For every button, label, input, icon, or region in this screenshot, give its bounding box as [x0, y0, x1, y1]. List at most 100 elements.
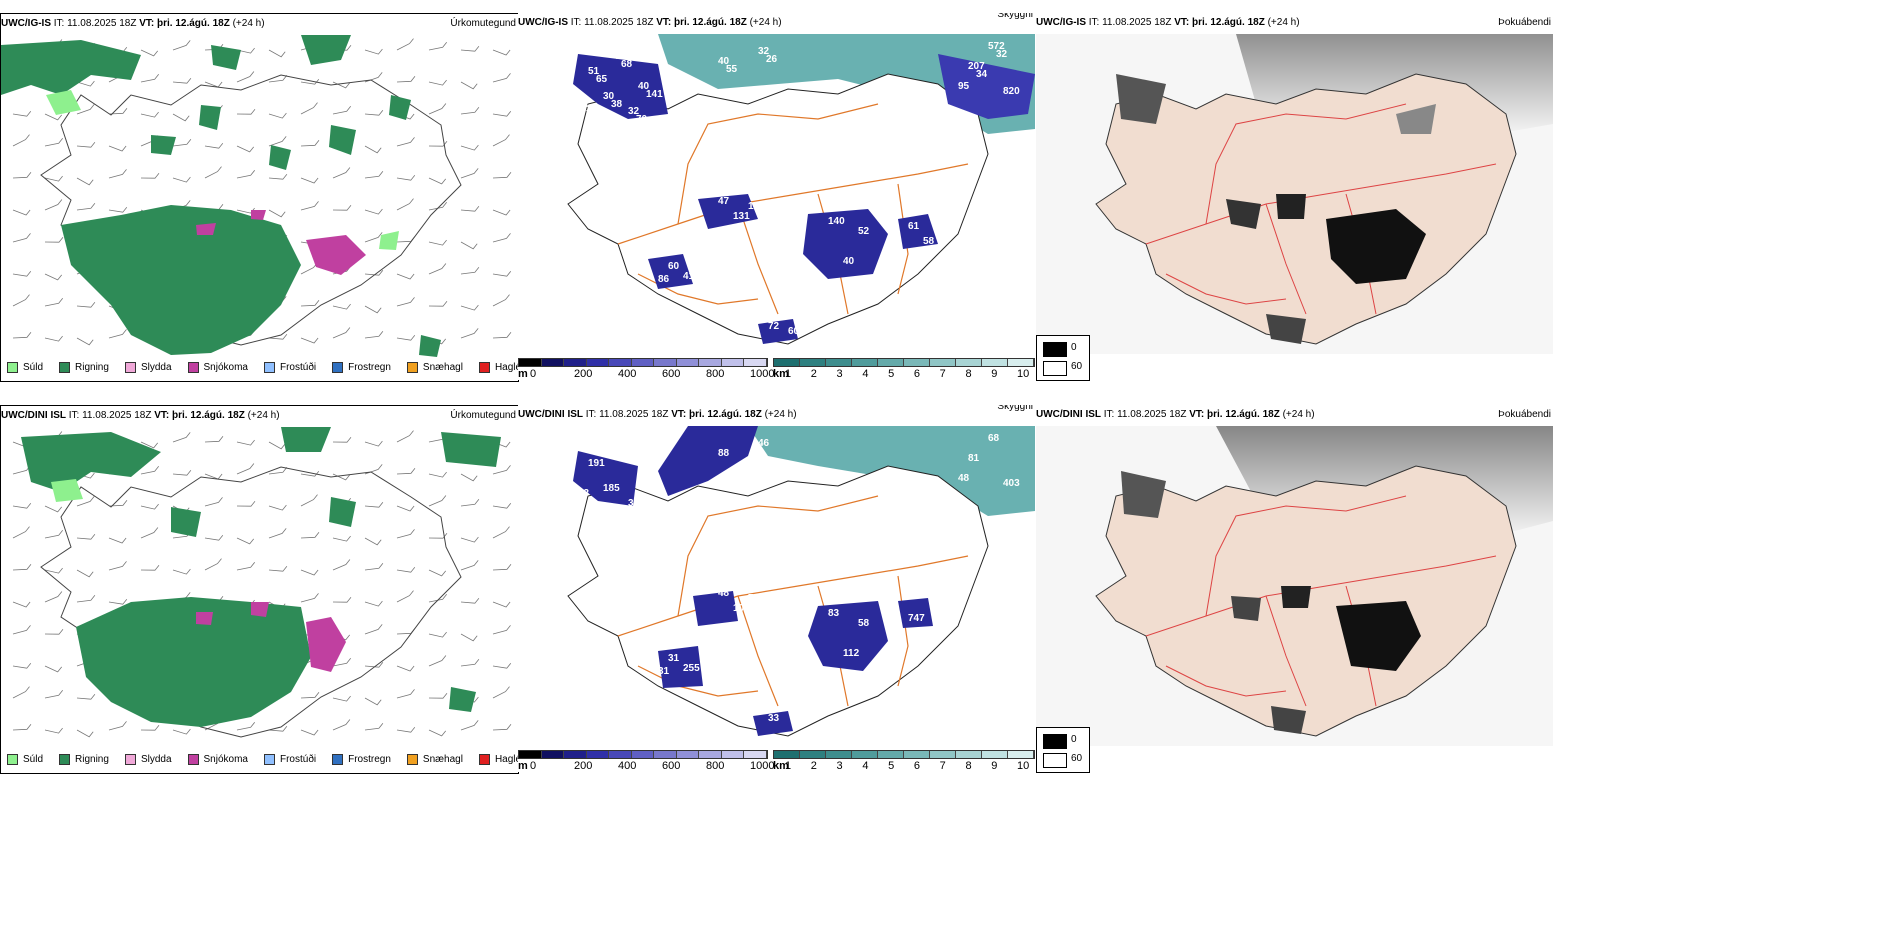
legend-item: Snjókoma	[187, 361, 248, 373]
fog-map	[1036, 426, 1553, 746]
model-name: UWC/IG-IS	[1, 18, 51, 29]
cloud-base-label: 112	[843, 648, 860, 659]
colorbar-tick-label: 400	[618, 760, 637, 772]
colorbar-tick-label: 2	[810, 368, 817, 380]
wind-barb	[76, 203, 96, 211]
cloud-base-label: 255	[683, 663, 700, 674]
wind-barb	[460, 560, 479, 571]
colorbar-swatch	[586, 359, 610, 366]
wind-barb	[396, 76, 416, 83]
cloud-base-label: 86	[658, 274, 670, 285]
colorbar-swatch	[774, 751, 800, 758]
fog-dense-east	[1326, 209, 1426, 284]
model-name: UWC/DINI ISL	[518, 409, 583, 420]
wind-barb	[172, 77, 192, 84]
wind-barb	[12, 502, 32, 509]
wind-barb	[428, 729, 447, 737]
colorbar-tick-label: 600	[662, 760, 681, 772]
wind-barb	[44, 298, 64, 307]
low-cloud-central	[803, 209, 888, 279]
wind-barb	[300, 532, 320, 539]
wind-barb	[44, 273, 63, 281]
fog-legend-light-label: 60	[1071, 753, 1083, 764]
legend-label: Frostúði	[279, 361, 317, 373]
legend-swatch	[124, 753, 136, 765]
wind-barb	[236, 71, 255, 83]
cloud-base-label: 820	[1003, 86, 1020, 97]
colorbar-swatch	[930, 751, 956, 758]
cloud-base-label: 95	[958, 81, 970, 92]
colorbar-tick-label: 1000	[750, 368, 775, 380]
cloud-base-label: 83	[828, 608, 840, 619]
wind-barb	[364, 723, 384, 731]
cloud-base-label: 40	[843, 256, 855, 267]
colorbar-swatch	[878, 751, 904, 758]
cloud-base-label: 68	[621, 59, 633, 70]
legend-swatch	[187, 361, 199, 373]
visibility-colorbar: km 1 2 3 4 5 6 7 8 9 10	[773, 749, 1035, 777]
wind-barb	[332, 559, 351, 571]
cloud-base-label: 207	[968, 61, 985, 72]
colorbar-swatch	[564, 359, 587, 366]
wind-barb	[76, 595, 96, 603]
wind-barb	[12, 110, 32, 117]
rain-area-north	[1, 40, 141, 95]
valid-time: þri. 12.ágú. 18Z	[157, 18, 230, 29]
panel-header: UWC/DINI ISL IT: 11.08.2025 18Z VT: þri.…	[1, 406, 518, 426]
legend-swatch	[406, 361, 418, 373]
wind-barb	[492, 110, 512, 117]
wind-barb	[396, 334, 416, 341]
wind-barb	[396, 297, 415, 307]
legend-item: Súld	[7, 361, 43, 373]
wind-barb	[460, 720, 479, 731]
valid-time: þri. 12.ágú. 18Z	[1207, 409, 1280, 420]
wind-barb	[172, 728, 191, 735]
colorbar-swatch	[654, 751, 677, 758]
wind-barb	[332, 436, 352, 443]
wind-barb	[492, 294, 510, 307]
cloud-base-label: 72	[768, 321, 780, 332]
wind-barb	[428, 300, 448, 307]
colorbar-tick-label: 200	[574, 368, 593, 380]
wind-barb	[236, 170, 256, 179]
cloud-base-label: 32	[923, 628, 935, 639]
wind-barb	[428, 140, 448, 147]
legend-item: Rigning	[59, 753, 109, 765]
wind-barb	[76, 141, 96, 148]
cloud-panel-row1: UWC/IG-IS IT: 11.08.2025 18Z VT: þri. 12…	[518, 13, 1035, 380]
precip-legend: Súld Rigning Slydda Snjókoma Frostúði Fr…	[1, 356, 523, 378]
wind-barb	[492, 134, 510, 147]
init-time: IT: 11.08.2025 18Z	[1086, 17, 1175, 28]
colorbar-swatch	[826, 359, 852, 366]
wind-barb	[268, 75, 288, 83]
valid-label: VT:	[154, 410, 170, 421]
wind-barb	[172, 40, 191, 51]
colorbar-tick-label: 8	[965, 760, 972, 772]
wind-barb	[364, 109, 384, 116]
wind-barb	[268, 725, 288, 732]
wind-barb	[44, 138, 64, 147]
legend-label: Frostregn	[348, 361, 391, 373]
cloud-base-label: 46	[758, 438, 770, 449]
wind-barb	[44, 335, 63, 342]
wind-barb	[460, 473, 478, 482]
lead-time: (+24 h)	[1279, 409, 1315, 420]
wind-barb	[396, 529, 415, 539]
wind-barb	[300, 140, 320, 147]
legend-label: Haglél	[494, 361, 524, 373]
wind-barb	[332, 719, 351, 731]
wind-barb	[492, 172, 512, 179]
panel-title: Skyggni	[997, 13, 1033, 20]
panel-header: UWC/DINI ISL IT: 11.08.2025 18Z VT: þri.…	[1036, 405, 1553, 425]
colorbar-swatches	[773, 358, 1035, 367]
cloud-base-label: 185	[603, 483, 620, 494]
cloud-panel-row2: UWC/DINI ISL IT: 11.08.2025 18Z VT: þri.…	[518, 405, 1035, 772]
rain-area	[76, 597, 311, 727]
wind-barb	[364, 697, 382, 706]
model-name: UWC/DINI ISL	[1, 410, 66, 421]
visibility-colorbar: km 1 2 3 4 5 6 7 8 9 10	[773, 357, 1035, 385]
wind-barb	[236, 47, 255, 54]
wind-barb	[428, 569, 447, 577]
wind-barb	[12, 233, 31, 243]
legend-swatch	[263, 753, 275, 765]
